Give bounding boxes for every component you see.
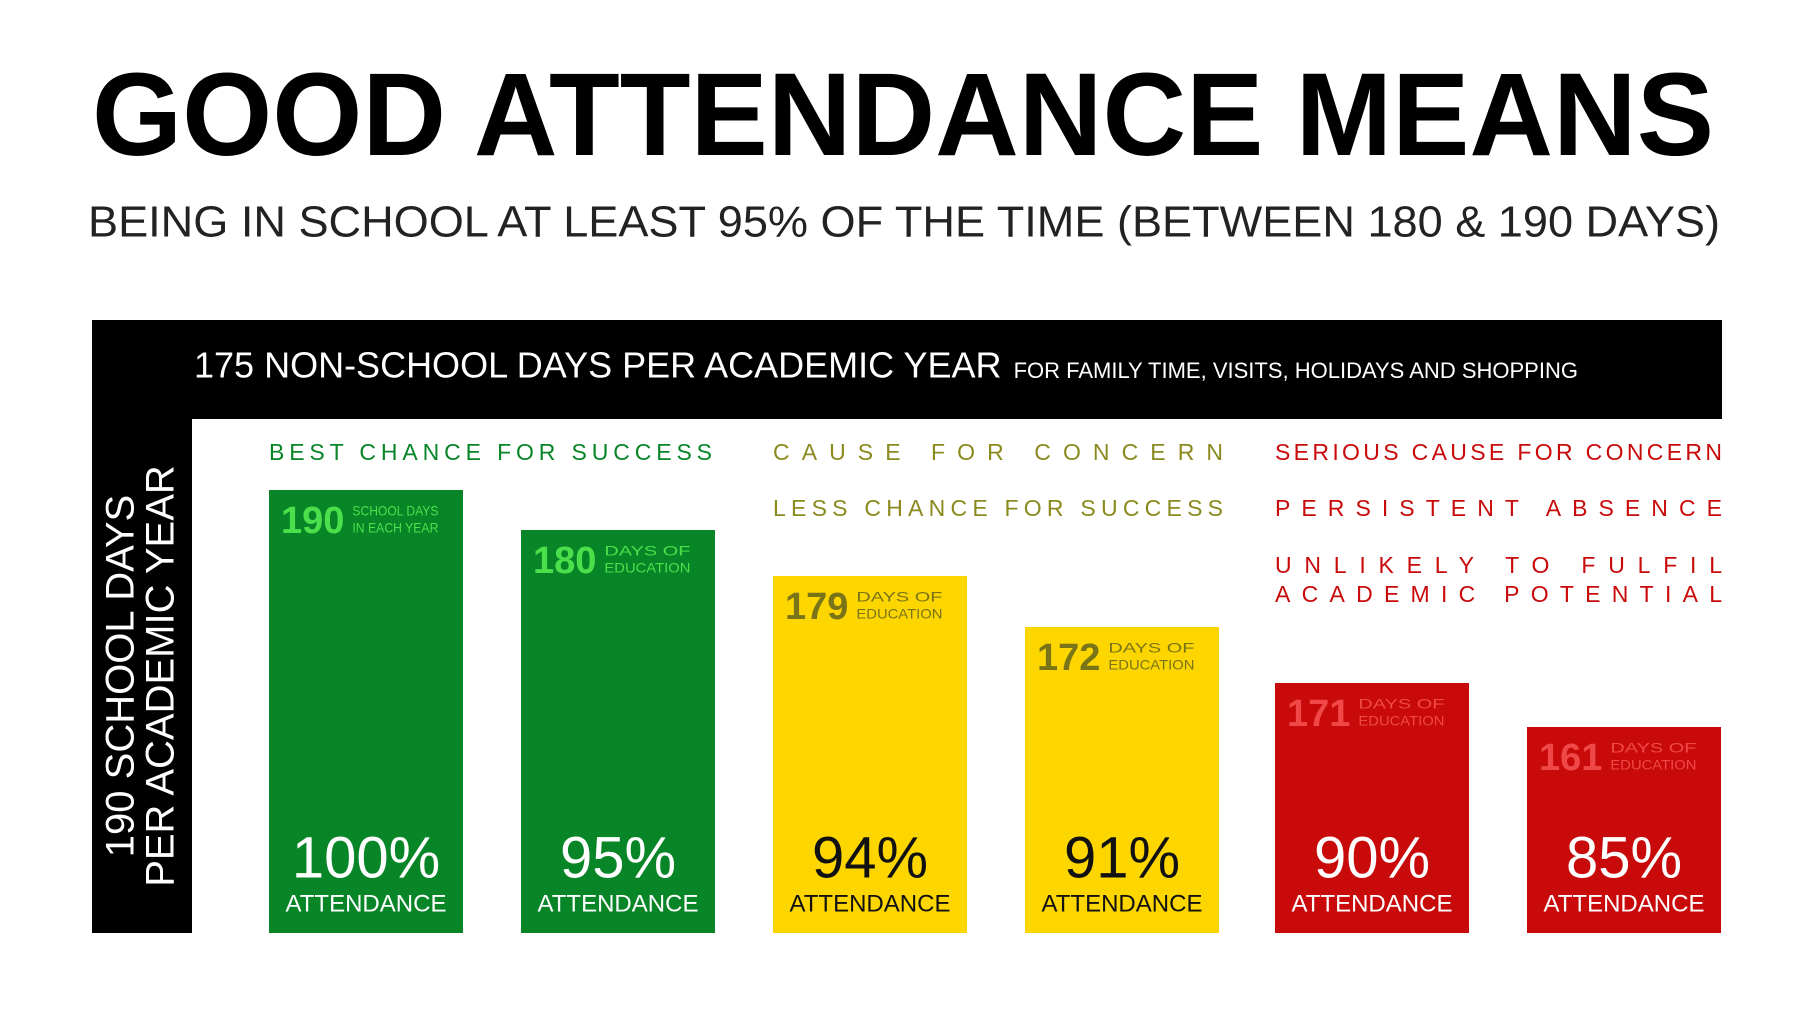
bar-days-note: DAYS OF (604, 543, 690, 559)
bar-percent: 94% (812, 825, 928, 890)
bar-percent: 90% (1314, 825, 1430, 890)
bar-days: 172 (1037, 637, 1100, 679)
bar-days-note: EDUCATION (1108, 657, 1194, 673)
bar (1025, 627, 1219, 933)
bar (773, 576, 967, 933)
bar-days-note: IN EACH YEAR (352, 520, 438, 536)
bar (269, 490, 463, 933)
bar (1527, 727, 1721, 933)
bar-days: 190 (281, 500, 344, 542)
bar-days: 179 (785, 586, 848, 628)
bar-days-note: DAYS OF (1610, 740, 1696, 756)
bar-days-note: DAYS OF (1108, 640, 1194, 656)
bar-caption: ATTENDANCE (286, 890, 447, 917)
bar (521, 530, 715, 933)
top-band-note: FOR FAMILY TIME, VISITS, HOLIDAYS AND SH… (1014, 358, 1578, 383)
bar-caption: ATTENDANCE (538, 890, 699, 917)
bar-days-note: EDUCATION (856, 606, 942, 622)
group-label: BEST CHANCE FOR SUCCESS (269, 439, 712, 465)
bar-days-note: DAYS OF (856, 589, 942, 605)
bar-percent: 91% (1064, 825, 1180, 890)
bar-caption: ATTENDANCE (1292, 890, 1453, 917)
bar-percent: 85% (1566, 825, 1682, 890)
side-text: 190 SCHOOL DAYS PER ACADEMIC YEAR (99, 465, 183, 887)
side-text-line: 190 SCHOOL DAYS (99, 495, 143, 857)
top-band (92, 320, 1722, 419)
bar-percent: 100% (292, 825, 440, 890)
top-band-text: 175 NON-SCHOOL DAYS PER ACADEMIC YEAR (194, 345, 1002, 386)
group-label: LESS CHANCE FOR SUCCESS (773, 495, 1223, 521)
bar-days-note: EDUCATION (604, 560, 690, 576)
group-label: CAUSE FOR CONCERN (773, 439, 1223, 465)
bar-days: 180 (533, 540, 596, 582)
side-text-line: PER ACADEMIC YEAR (139, 465, 183, 887)
bar-days: 161 (1539, 737, 1602, 779)
bar-caption: ATTENDANCE (790, 890, 951, 917)
group-label: SERIOUS CAUSE FOR CONCERN (1275, 439, 1722, 465)
bar-days-note: EDUCATION (1610, 757, 1696, 773)
bar-caption: ATTENDANCE (1042, 890, 1203, 917)
side-band (92, 320, 192, 933)
title: GOOD ATTENDANCE MEANS (92, 49, 1714, 181)
bar-days: 171 (1287, 693, 1350, 735)
bar-percent: 95% (560, 825, 676, 890)
bar-days-note: SCHOOL DAYS (352, 503, 438, 519)
bar-caption: ATTENDANCE (1544, 890, 1705, 917)
bar (1275, 683, 1469, 933)
bar-days-note: EDUCATION (1358, 713, 1444, 729)
subtitle: BEING IN SCHOOL AT LEAST 95% OF THE TIME… (88, 198, 1720, 247)
bar-days-note: DAYS OF (1358, 696, 1444, 712)
